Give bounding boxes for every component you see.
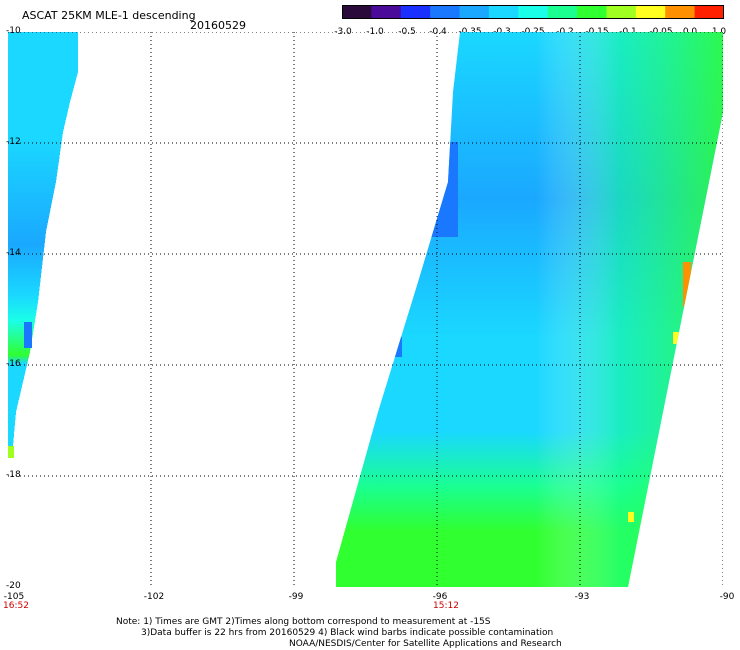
color-scale-bar [342, 5, 724, 19]
longitude-label: -93 [574, 592, 590, 602]
latitude-label: -18 [6, 470, 21, 480]
color-scale-label: -0.4 [429, 27, 447, 37]
map-title: ASCAT 25KM MLE-1 descending [22, 9, 196, 22]
color-scale-swatch [400, 5, 431, 19]
color-scale-swatch [371, 5, 402, 19]
footnote-line: Note: 1) Times are GMT 2)Times along bot… [116, 617, 491, 627]
longitude-label: -102 [143, 592, 165, 602]
latitude-label: -16 [6, 359, 21, 369]
pass-time-label: 16:52 [3, 601, 29, 611]
latitude-label: -12 [6, 137, 21, 147]
color-scale-swatch [459, 5, 490, 19]
map-plot-area [8, 32, 723, 587]
main-satellite-swath [336, 32, 723, 587]
footnote-line: 3)Data buffer is 22 hrs from 20160529 4)… [141, 628, 554, 638]
color-scale-swatch [518, 5, 549, 19]
swath-pixel [24, 322, 32, 348]
color-scale-swatch [606, 5, 637, 19]
latitude-label: -20 [6, 581, 21, 591]
swath-pixel [8, 446, 14, 458]
latitude-label: -14 [6, 248, 21, 258]
color-scale-swatch [635, 5, 666, 19]
color-scale-swatch [430, 5, 461, 19]
color-scale-swatch [547, 5, 578, 19]
color-scale-label: -1.0 [366, 27, 384, 37]
color-scale-label: -0.5 [398, 27, 416, 37]
map-date: 20160529 [190, 19, 246, 32]
map-grid [8, 32, 723, 587]
swath-pixel [673, 332, 681, 344]
color-scale-swatch [577, 5, 607, 19]
longitude-label: -96 [432, 592, 448, 602]
color-scale-label: -3.0 [334, 27, 352, 37]
latitude-label: -10 [6, 26, 21, 36]
color-scale-swatch [488, 5, 519, 19]
color-scale-swatch [665, 5, 696, 19]
swath-pixel [428, 142, 458, 237]
pass-time-label: 15:12 [433, 601, 459, 611]
swath-pixel [683, 262, 691, 307]
left-satellite-swath [8, 32, 78, 457]
swath-pixel [388, 337, 402, 357]
color-scale-swatch [342, 5, 372, 19]
footnote-credit: NOAA/NESDIS/Center for Satellite Applica… [289, 639, 562, 649]
swath-pixel [628, 512, 634, 522]
color-scale-swatch [694, 5, 724, 19]
longitude-label: -99 [288, 592, 304, 602]
longitude-label: -90 [719, 592, 735, 602]
longitude-label: -105 [3, 592, 25, 602]
